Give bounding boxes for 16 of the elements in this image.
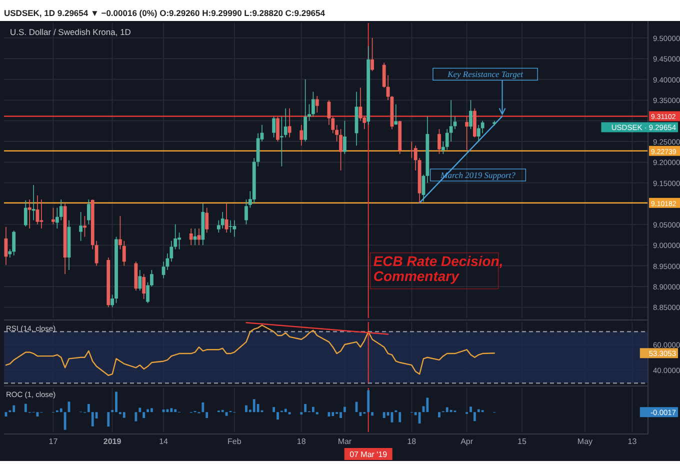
x-tick-label: Apr	[460, 437, 474, 446]
x-tick-label: 17	[48, 437, 58, 446]
x-tick-label: 18	[407, 437, 417, 446]
x-tick-label: 18	[296, 437, 306, 446]
x-tick-label: 13	[628, 437, 638, 446]
x-tick-label: 15	[518, 437, 527, 446]
ref-line-label: 07 Mar '19	[350, 450, 388, 459]
annotation: ECB Rate Decision, Commentary	[373, 252, 504, 284]
x-tick-label: Feb	[228, 437, 242, 446]
x-tick-label: 14	[159, 437, 169, 446]
x-tick-label: 2019	[103, 437, 122, 446]
annotation: Key Resistance Target	[446, 69, 524, 80]
x-tick-label: May	[577, 437, 593, 446]
x-tick-label: Mar	[338, 437, 352, 446]
text: U.S. Dollar / Swedish Krona, 1D	[10, 27, 131, 37]
chart-subtitle: USDSEK, 1D 9.29654 ▼ −0.00016 (0%) O:9.29260 H:9.29990 L:9.28820 C:9.29654	[4, 8, 326, 18]
